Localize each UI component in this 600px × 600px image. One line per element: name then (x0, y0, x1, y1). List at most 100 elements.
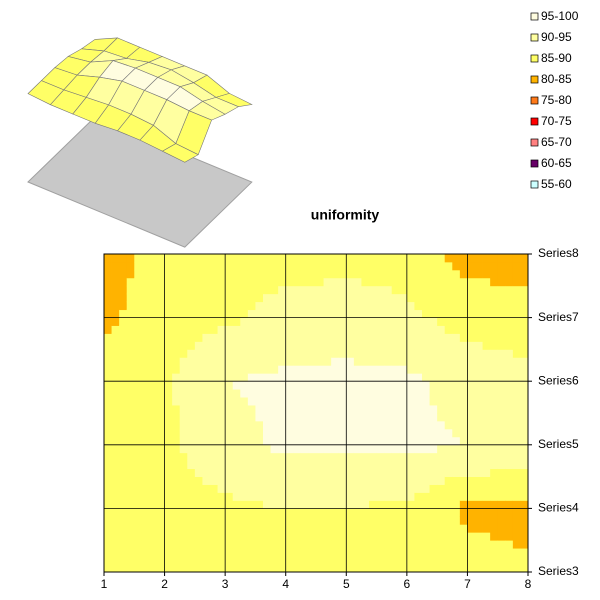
contour-patch (323, 556, 332, 565)
contour-patch (119, 492, 128, 501)
contour-patch (361, 436, 370, 446)
y-tick-label: Series5 (538, 437, 579, 451)
contour-patch (520, 436, 529, 446)
contour-patch (172, 532, 181, 541)
contour-patch (263, 476, 271, 485)
contour-patch (270, 397, 279, 406)
contour-patch (134, 484, 143, 493)
contour-patch (247, 365, 256, 374)
contour-patch (293, 516, 302, 525)
contour-patch (490, 500, 499, 509)
x-tick-label: 6 (404, 577, 411, 591)
contour-patch (202, 508, 211, 517)
contour-patch (338, 468, 347, 477)
contour-patch (210, 444, 218, 454)
contour-patch (490, 397, 499, 406)
contour-patch (240, 277, 249, 287)
contour-patch (293, 548, 302, 557)
contour-patch (285, 500, 294, 509)
contour-patch (247, 532, 256, 541)
contour-patch (263, 564, 271, 573)
contour-patch (255, 413, 264, 422)
contour-patch (247, 293, 256, 303)
contour-patch (141, 420, 150, 430)
contour-patch (331, 309, 340, 318)
contour-patch (134, 349, 143, 358)
contour-patch (134, 460, 143, 470)
contour-patch (141, 524, 150, 533)
contour-patch (202, 285, 211, 295)
contour-patch (316, 452, 324, 462)
contour-patch (512, 460, 521, 470)
contour-patch (278, 444, 287, 454)
contour-patch (316, 269, 324, 279)
contour-patch (452, 254, 461, 263)
contour-patch (459, 325, 468, 334)
contour-patch (104, 524, 112, 533)
contour-patch (300, 309, 309, 318)
contour-patch (134, 405, 143, 414)
contour-patch (414, 389, 423, 398)
contour-patch (452, 452, 461, 462)
contour-patch (232, 325, 241, 334)
contour-patch (475, 397, 483, 406)
contour-patch (134, 476, 143, 485)
contour-patch (300, 277, 309, 287)
contour-patch (141, 341, 150, 350)
contour-patch (285, 254, 294, 263)
contour-patch (353, 373, 362, 382)
contour-patch (172, 389, 181, 398)
contour-patch (293, 413, 302, 422)
contour-patch (422, 381, 430, 390)
contour-patch (157, 381, 165, 390)
contour-patch (323, 381, 332, 390)
contour-patch (505, 540, 514, 549)
contour-patch (240, 460, 249, 470)
contour-patch (247, 277, 256, 287)
contour-patch (422, 349, 430, 358)
contour-patch (172, 564, 181, 573)
contour-patch (172, 357, 181, 366)
contour-patch (247, 468, 256, 477)
contour-patch (467, 333, 476, 342)
contour-patch (512, 405, 521, 414)
contour-patch (361, 484, 370, 493)
contour-patch (225, 484, 234, 493)
legend-swatch (530, 159, 539, 168)
contour-patch (452, 285, 461, 295)
contour-patch (475, 532, 483, 541)
contour-patch (497, 468, 506, 477)
contour-patch (444, 381, 453, 390)
contour-patch (467, 357, 476, 366)
contour-patch (300, 301, 309, 311)
contour-patch (104, 349, 112, 358)
contour-patch (126, 540, 135, 549)
contour-cell (406, 444, 468, 509)
contour-patch (384, 508, 393, 517)
contour-patch (338, 500, 347, 509)
contour-patch (247, 460, 256, 470)
contour-patch (278, 317, 287, 326)
contour-patch (384, 397, 393, 406)
contour-patch (482, 317, 491, 326)
contour-patch (293, 436, 302, 446)
contour-patch (263, 381, 271, 390)
contour-patch (406, 325, 415, 334)
contour-patch (497, 285, 506, 295)
contour-patch (490, 357, 499, 366)
legend-label: 60-65 (541, 156, 572, 170)
contour-patch (300, 397, 309, 406)
contour-patch (391, 333, 400, 342)
contour-patch (217, 405, 226, 414)
contour-patch (308, 436, 317, 446)
contour-patch (376, 500, 385, 509)
contour-patch (437, 325, 446, 334)
contour-patch (414, 524, 423, 533)
contour-patch (437, 452, 446, 462)
contour-patch (270, 261, 279, 271)
contour-patch (406, 405, 415, 414)
contour-patch (391, 460, 400, 470)
contour-patch (353, 309, 362, 318)
contour-patch (505, 524, 514, 533)
contour-patch (346, 381, 355, 390)
